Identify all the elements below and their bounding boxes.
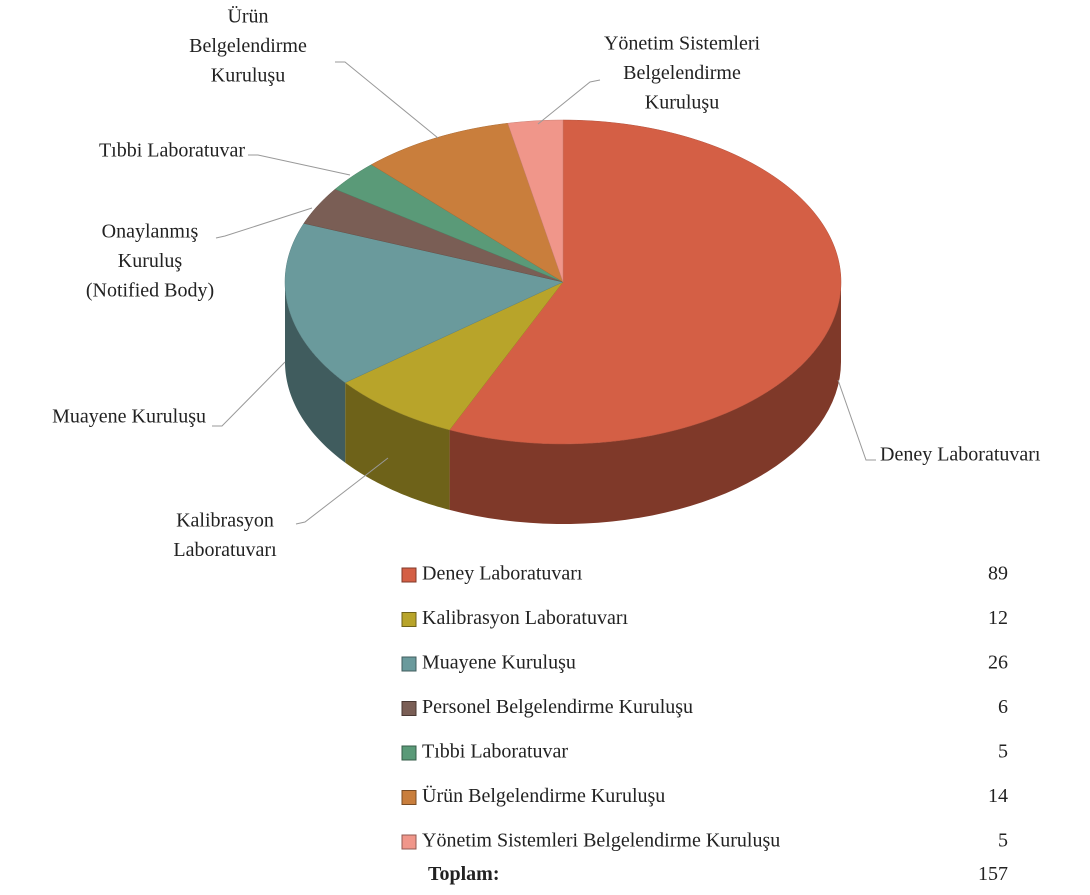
pie-slice <box>449 119 842 445</box>
leader-line <box>837 379 876 461</box>
pie-slice <box>344 281 564 431</box>
legend-label: Tıbbi Laboratuvar <box>422 741 568 763</box>
legend-value: 12 <box>988 607 1008 629</box>
slice-label: Kuruluşu <box>211 65 285 87</box>
slice-labels: Deney Laboratuvarı Kalibrasyon Laboratuvar… <box>52 5 1041 562</box>
slice-label: Deney Laboratuvarı <box>880 444 1041 466</box>
slice-label: (Notified Body) <box>86 280 214 302</box>
slice-label: Kuruluş <box>118 250 183 272</box>
pie-slice-side <box>345 382 450 510</box>
slice-label: Tıbbi Laboratuvar <box>99 140 245 162</box>
slice-label: Kuruluşu <box>645 92 719 114</box>
legend-value: 6 <box>998 696 1008 718</box>
pie-slice-side <box>285 282 346 463</box>
pie-slice <box>370 122 564 283</box>
slice-label: Yönetim Sistemleri <box>604 33 761 55</box>
slice-label: Ürün <box>227 5 268 28</box>
pie-slice <box>334 164 564 283</box>
legend-marker <box>401 701 417 716</box>
pie-walls <box>285 282 841 524</box>
legend-marker <box>401 834 417 850</box>
pie-slice-side <box>449 282 841 524</box>
slice-label: Kalibrasyon <box>176 510 274 532</box>
leader-line <box>295 457 389 525</box>
total-label: Toplam: <box>428 863 500 885</box>
slice-label: Belgelendirme <box>189 35 307 57</box>
legend-label: Ürün Belgelendirme Kuruluşu <box>422 784 665 807</box>
pie-slice <box>303 188 564 283</box>
legend-label: Yönetim Sistemleri Belgelendirme Kuruluş… <box>422 830 780 852</box>
leader-lines <box>212 61 876 525</box>
legend: Deney Laboratuvarı 89 Kalibrasyon Laboratu… <box>401 563 1008 885</box>
legend-value: 26 <box>988 652 1008 674</box>
leader-line <box>537 79 601 125</box>
pie-slice <box>507 119 564 283</box>
legend-value: 5 <box>998 830 1008 852</box>
slice-label: Laboratuvarı <box>173 539 277 561</box>
legend-label: Deney Laboratuvarı <box>422 563 583 585</box>
leader-line <box>215 207 313 239</box>
legend-marker <box>401 567 417 583</box>
leader-line <box>248 154 351 176</box>
legend-label: Kalibrasyon Laboratuvarı <box>422 607 628 629</box>
legend-marker <box>401 790 417 805</box>
leader-line <box>335 61 439 139</box>
legend-label: Muayene Kuruluşu <box>422 652 576 674</box>
legend-marker <box>401 656 417 672</box>
slice-label: Belgelendirme <box>623 62 741 84</box>
legend-value: 14 <box>988 785 1008 807</box>
slice-label: Onaylanmış <box>102 221 199 243</box>
total-value: 157 <box>978 863 1008 885</box>
leader-line <box>212 361 286 427</box>
slice-label: Muayene Kuruluşu <box>52 406 206 428</box>
pie-tops <box>284 119 842 445</box>
legend-value: 5 <box>998 741 1008 763</box>
legend-label: Personel Belgelendirme Kuruluşu <box>422 696 693 718</box>
legend-marker <box>401 745 417 761</box>
pie-slice <box>284 223 564 383</box>
legend-marker <box>401 612 417 627</box>
legend-value: 89 <box>988 563 1008 585</box>
